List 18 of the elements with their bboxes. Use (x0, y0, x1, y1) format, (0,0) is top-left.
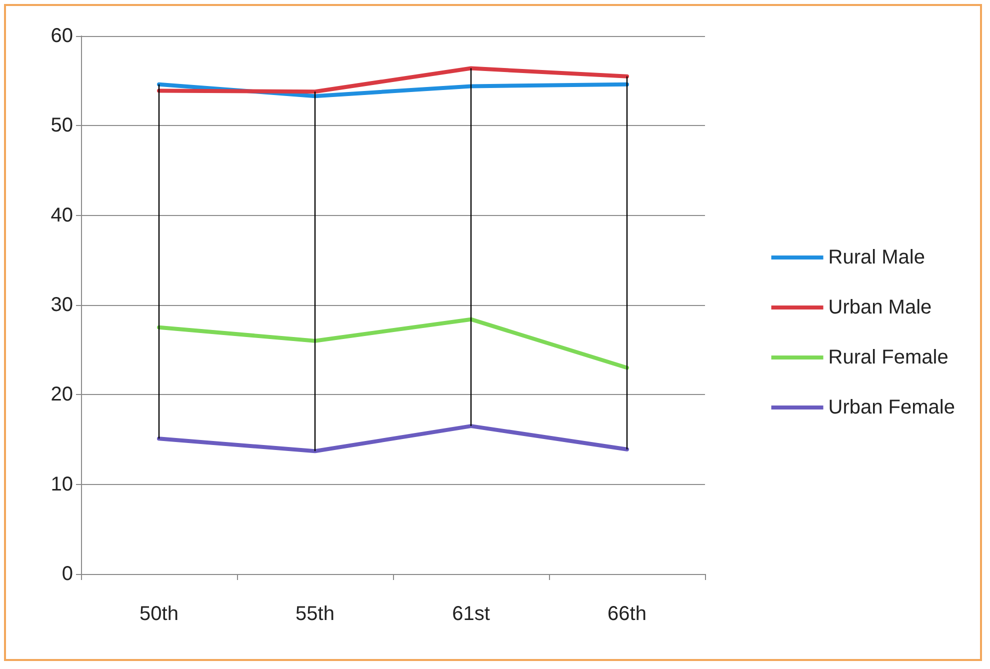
x-tick-label: 55th (296, 603, 334, 625)
y-tick-label: 0 (62, 563, 73, 585)
line-series (157, 424, 629, 454)
legend-label: Rural Female (828, 346, 948, 368)
y-tick-label: 30 (50, 294, 73, 316)
legend-label: Urban Male (828, 296, 932, 318)
y-tick-label: 20 (50, 384, 73, 406)
legend-label: Rural Male (828, 246, 925, 268)
x-tick-label: 50th (140, 603, 178, 625)
y-tick-label: 40 (50, 204, 73, 226)
y-tick-label: 50 (50, 114, 73, 137)
x-tick-label: 66th (608, 603, 646, 625)
legend-label: Urban Female (828, 396, 955, 418)
y-tick-label: 10 (50, 473, 73, 496)
x-tick-label: 61st (452, 603, 490, 625)
line-series (157, 317, 629, 370)
line-series (157, 66, 629, 94)
y-tick-label: 60 (50, 25, 73, 47)
